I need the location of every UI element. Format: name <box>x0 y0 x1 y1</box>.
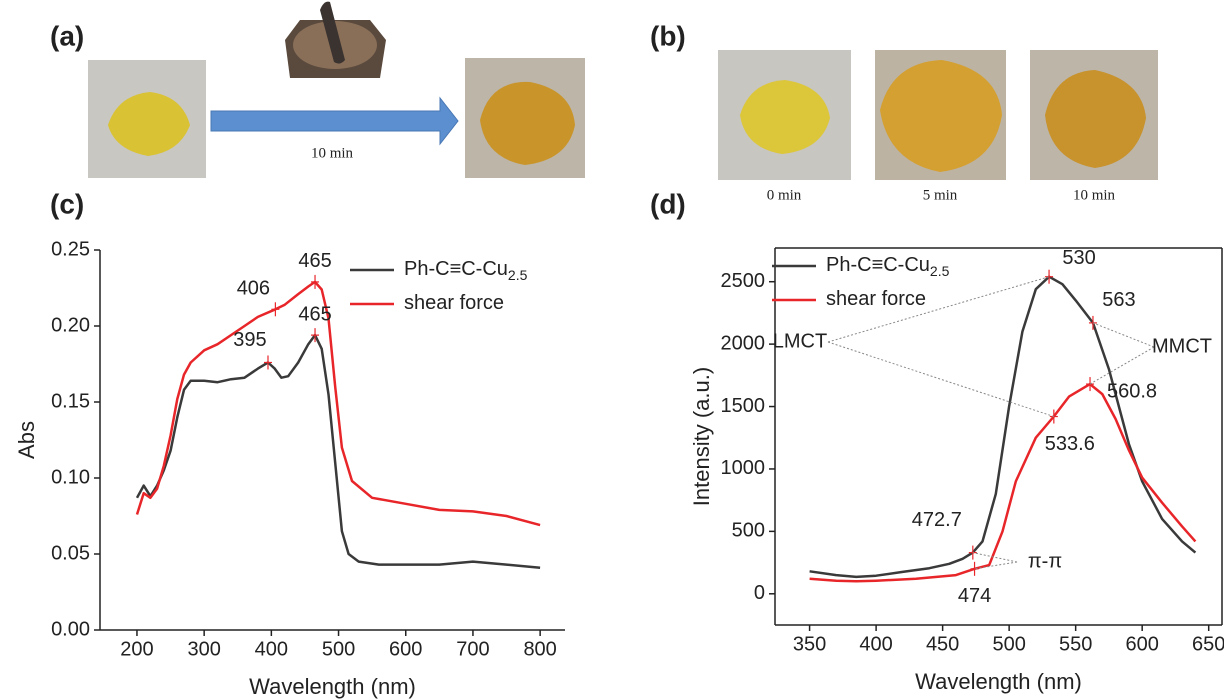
peak-label: 560.8 <box>1107 380 1157 402</box>
y-axis-label: Abs <box>14 421 39 459</box>
legend-name: shear force <box>826 288 926 310</box>
photo-caption: 5 min <box>923 187 958 203</box>
callout-connector <box>828 342 1054 417</box>
x-tick-label: 700 <box>456 638 489 660</box>
peak-label: 465 <box>298 303 331 325</box>
x-tick-label: 300 <box>187 638 220 660</box>
arrow-caption: 10 min <box>311 145 354 161</box>
x-tick-label: 400 <box>255 638 288 660</box>
callout-label: LMCT <box>773 330 827 352</box>
arrow <box>211 98 458 144</box>
legend-label: shear force <box>826 288 926 310</box>
peak-label: 474 <box>958 585 991 607</box>
photo <box>875 50 1006 180</box>
panel-label: (c) <box>50 188 84 219</box>
panel-label: (a) <box>50 20 84 51</box>
peak-label: 563 <box>1102 289 1135 311</box>
legend-subscript: 2.5 <box>508 267 528 283</box>
x-tick-label: 200 <box>120 638 153 660</box>
y-tick-label: 2000 <box>721 332 766 354</box>
photo <box>465 58 585 178</box>
x-tick-label: 450 <box>926 633 959 655</box>
legend-name: Ph-C≡C-Cu <box>404 258 508 280</box>
callout-label: π-π <box>1028 550 1062 572</box>
peak-label: 465 <box>298 250 331 272</box>
photo <box>88 60 206 178</box>
x-tick-label: 400 <box>859 633 892 655</box>
callout-connector <box>1090 347 1154 384</box>
legend-label: Ph-C≡C-Cu2.5 <box>826 254 950 278</box>
y-tick-label: 0.25 <box>51 238 90 260</box>
y-tick-label: 1500 <box>721 395 766 417</box>
x-tick-label: 500 <box>992 633 1025 655</box>
x-tick-label: 500 <box>322 638 355 660</box>
series-line <box>810 384 1196 581</box>
y-axis-label: Intensity (a.u.) <box>689 367 714 506</box>
legend-label: Ph-C≡C-Cu2.5 <box>404 258 528 282</box>
photo <box>718 50 851 180</box>
y-tick-label: 2500 <box>721 270 766 292</box>
x-tick-label: 650 <box>1192 633 1224 655</box>
callout-connector <box>975 562 1017 569</box>
y-tick-label: 0 <box>754 582 765 604</box>
legend-name: shear force <box>404 292 504 314</box>
x-axis-label: Wavelength (nm) <box>249 674 416 699</box>
photo-caption: 10 min <box>1073 187 1116 203</box>
x-tick-label: 800 <box>523 638 556 660</box>
legend-name: Ph-C≡C-Cu <box>826 254 930 276</box>
x-axis-label: Wavelength (nm) <box>915 669 1082 694</box>
y-tick-label: 0.20 <box>51 314 90 336</box>
callout-connector <box>1093 323 1154 347</box>
figure: (a) 10 min (b) 0 min 5 min 10 min (c) 200… <box>0 0 1224 699</box>
peak-label: 406 <box>237 278 270 300</box>
peak-label: 530 <box>1062 247 1095 269</box>
panel-label: (d) <box>650 188 686 219</box>
y-tick-label: 500 <box>732 520 765 542</box>
peak-label: 472.7 <box>912 509 962 531</box>
x-tick-label: 600 <box>1125 633 1158 655</box>
y-tick-label: 0.10 <box>51 466 90 488</box>
peak-label: 395 <box>233 329 266 351</box>
x-tick-label: 350 <box>793 633 826 655</box>
peak-label: 533.6 <box>1045 433 1095 455</box>
x-tick-label: 550 <box>1059 633 1092 655</box>
y-tick-label: 0.15 <box>51 390 90 412</box>
panel-label: (b) <box>650 20 686 51</box>
photo-caption: 0 min <box>767 187 802 203</box>
y-tick-label: 0.00 <box>51 618 90 640</box>
legend-subscript: 2.5 <box>930 263 950 279</box>
photo <box>1030 50 1158 180</box>
mortar-photo <box>285 2 386 78</box>
y-tick-label: 0.05 <box>51 542 90 564</box>
y-tick-label: 1000 <box>721 457 766 479</box>
x-tick-label: 600 <box>389 638 422 660</box>
callout-label: MMCT <box>1152 335 1212 357</box>
legend-label: shear force <box>404 292 504 314</box>
series-line <box>137 335 540 568</box>
